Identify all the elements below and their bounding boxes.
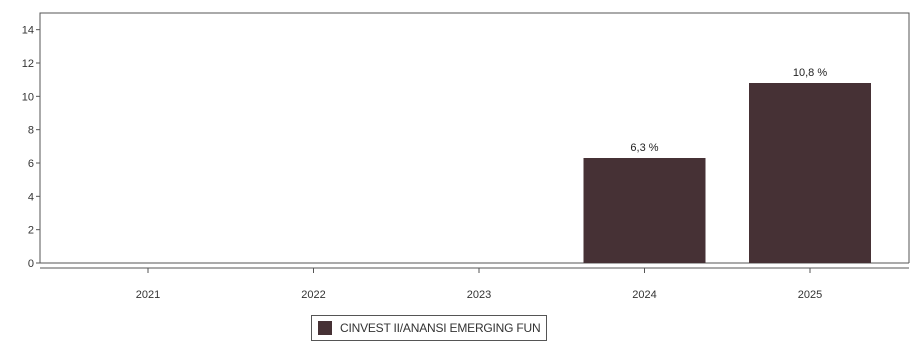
y-tick-label: 12: [22, 58, 34, 70]
data-label: 10,8 %: [793, 67, 827, 79]
x-tick-label: 2021: [136, 289, 160, 301]
y-tick-label: 14: [22, 25, 34, 37]
x-tick-label: 2022: [301, 289, 325, 301]
plot-area: 0 2 4 6 8 10 12 14 2021 2022 2023 2024 6,3 % 2025 10,8…: [22, 12, 910, 301]
y-tick-label: 8: [28, 125, 34, 137]
x-tick-label: 2025: [798, 289, 822, 301]
y-tick-label: 0: [28, 258, 34, 270]
legend-label: CINVEST II/ANANSI EMERGING FUN: [340, 321, 541, 335]
data-label: 6,3 %: [630, 142, 658, 154]
y-tick-label: 2: [28, 225, 34, 237]
y-tick-label: 10: [22, 91, 34, 103]
y-tick-label: 4: [28, 191, 34, 203]
bar: [583, 158, 706, 263]
legend: CINVEST II/ANANSI EMERGING FUN: [311, 315, 548, 341]
y-tick-label: 6: [28, 158, 34, 170]
x-tick-label: 2023: [467, 289, 491, 301]
legend-swatch: [318, 321, 332, 335]
plot-frame: [39, 12, 910, 263]
bar: [749, 83, 871, 263]
x-tick-label: 2024: [632, 289, 656, 301]
